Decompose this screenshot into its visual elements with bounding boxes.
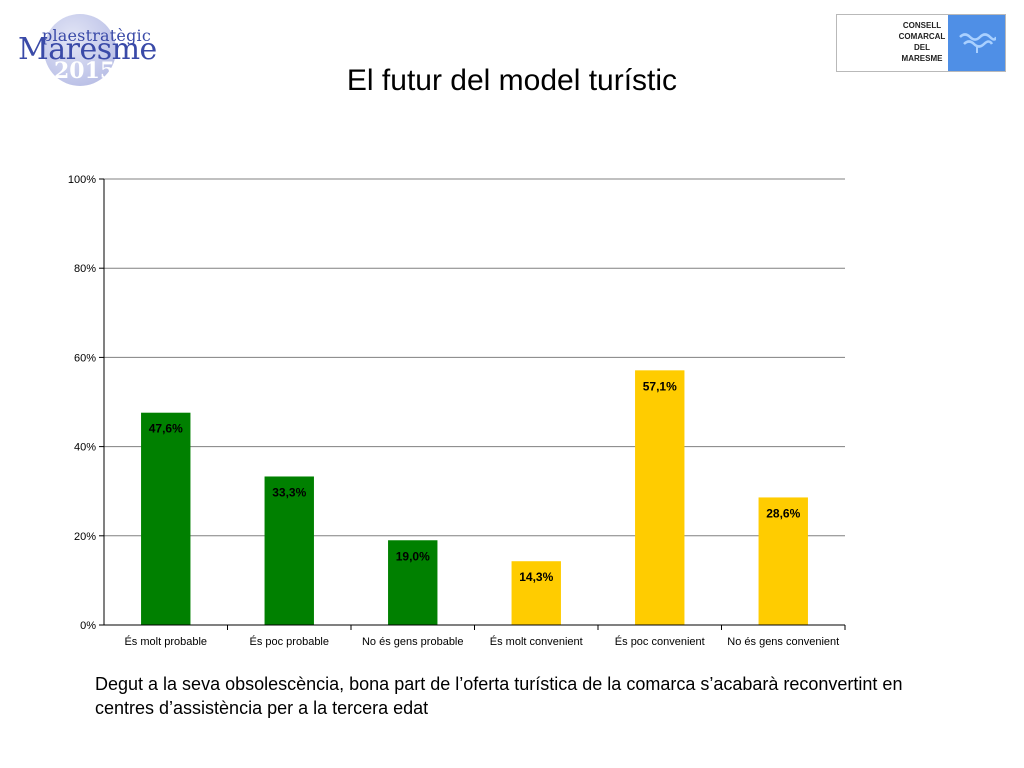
label-layer: 47,6% 33,3% 19,0% 14,3% 57,1% 28,6% xyxy=(149,379,801,584)
x-tick-label: És poc probable xyxy=(250,635,330,648)
data-label: 33,3% xyxy=(272,485,306,499)
data-label: 47,6% xyxy=(149,422,183,436)
bar xyxy=(758,497,808,625)
plaestrategic-logo: plaestratègic Maresme 2015 xyxy=(18,12,157,90)
y-tick-label: 60% xyxy=(74,352,96,364)
chart-caption: Degut a la seva obsolescència, bona part… xyxy=(95,674,903,718)
consell-logo-text: CONSELL COMARCAL DEL MARESME xyxy=(895,20,949,64)
x-tick-label: No és gens convenient xyxy=(727,636,839,648)
logo-circle xyxy=(44,14,116,86)
grid-layer xyxy=(104,178,845,626)
logo-main-text: Maresme xyxy=(18,32,157,67)
y-tick-label: 20% xyxy=(74,531,96,543)
consell-emblem xyxy=(948,15,1005,71)
y-tick-label: 40% xyxy=(74,442,96,454)
bar xyxy=(511,561,561,625)
x-tick-label: No és gens probable xyxy=(362,636,464,648)
data-label: 57,1% xyxy=(643,379,677,393)
bar xyxy=(141,412,191,625)
consell-line: COMARCAL xyxy=(898,32,946,41)
x-tick-label: És molt convenient xyxy=(490,635,583,648)
consell-line: MARESME xyxy=(901,54,943,63)
x-tick-label: És poc convenient xyxy=(615,635,705,648)
logo-year-text: 2015 xyxy=(54,58,116,84)
data-label: 19,0% xyxy=(396,549,430,563)
bar-chart: 47,6% 33,3% 19,0% 14,3% 57,1% 28,6% 0% 20% 40% 6… xyxy=(68,174,846,648)
page-title: El futur del model turístic xyxy=(346,64,678,97)
data-label: 14,3% xyxy=(519,570,553,584)
x-tick-label: És molt probable xyxy=(124,635,207,648)
consell-line: CONSELL xyxy=(902,21,942,30)
y-tick-label: 0% xyxy=(80,620,96,632)
wave-icon xyxy=(959,33,996,53)
bar xyxy=(264,476,314,625)
bar xyxy=(635,370,685,625)
bar-layer xyxy=(141,370,808,625)
y-tick-label: 100% xyxy=(68,174,96,186)
bar xyxy=(388,540,438,625)
consell-comarcal-logo: CONSELL COMARCAL DEL MARESME xyxy=(836,14,1006,72)
logo-top-text: plaestratègic xyxy=(42,26,152,45)
data-label: 28,6% xyxy=(766,506,800,520)
consell-line: DEL xyxy=(914,43,930,52)
axis-layer: 0% 20% 40% 60% 80% 100% És molt probable És poc… xyxy=(68,174,846,648)
y-tick-label: 80% xyxy=(74,263,96,275)
